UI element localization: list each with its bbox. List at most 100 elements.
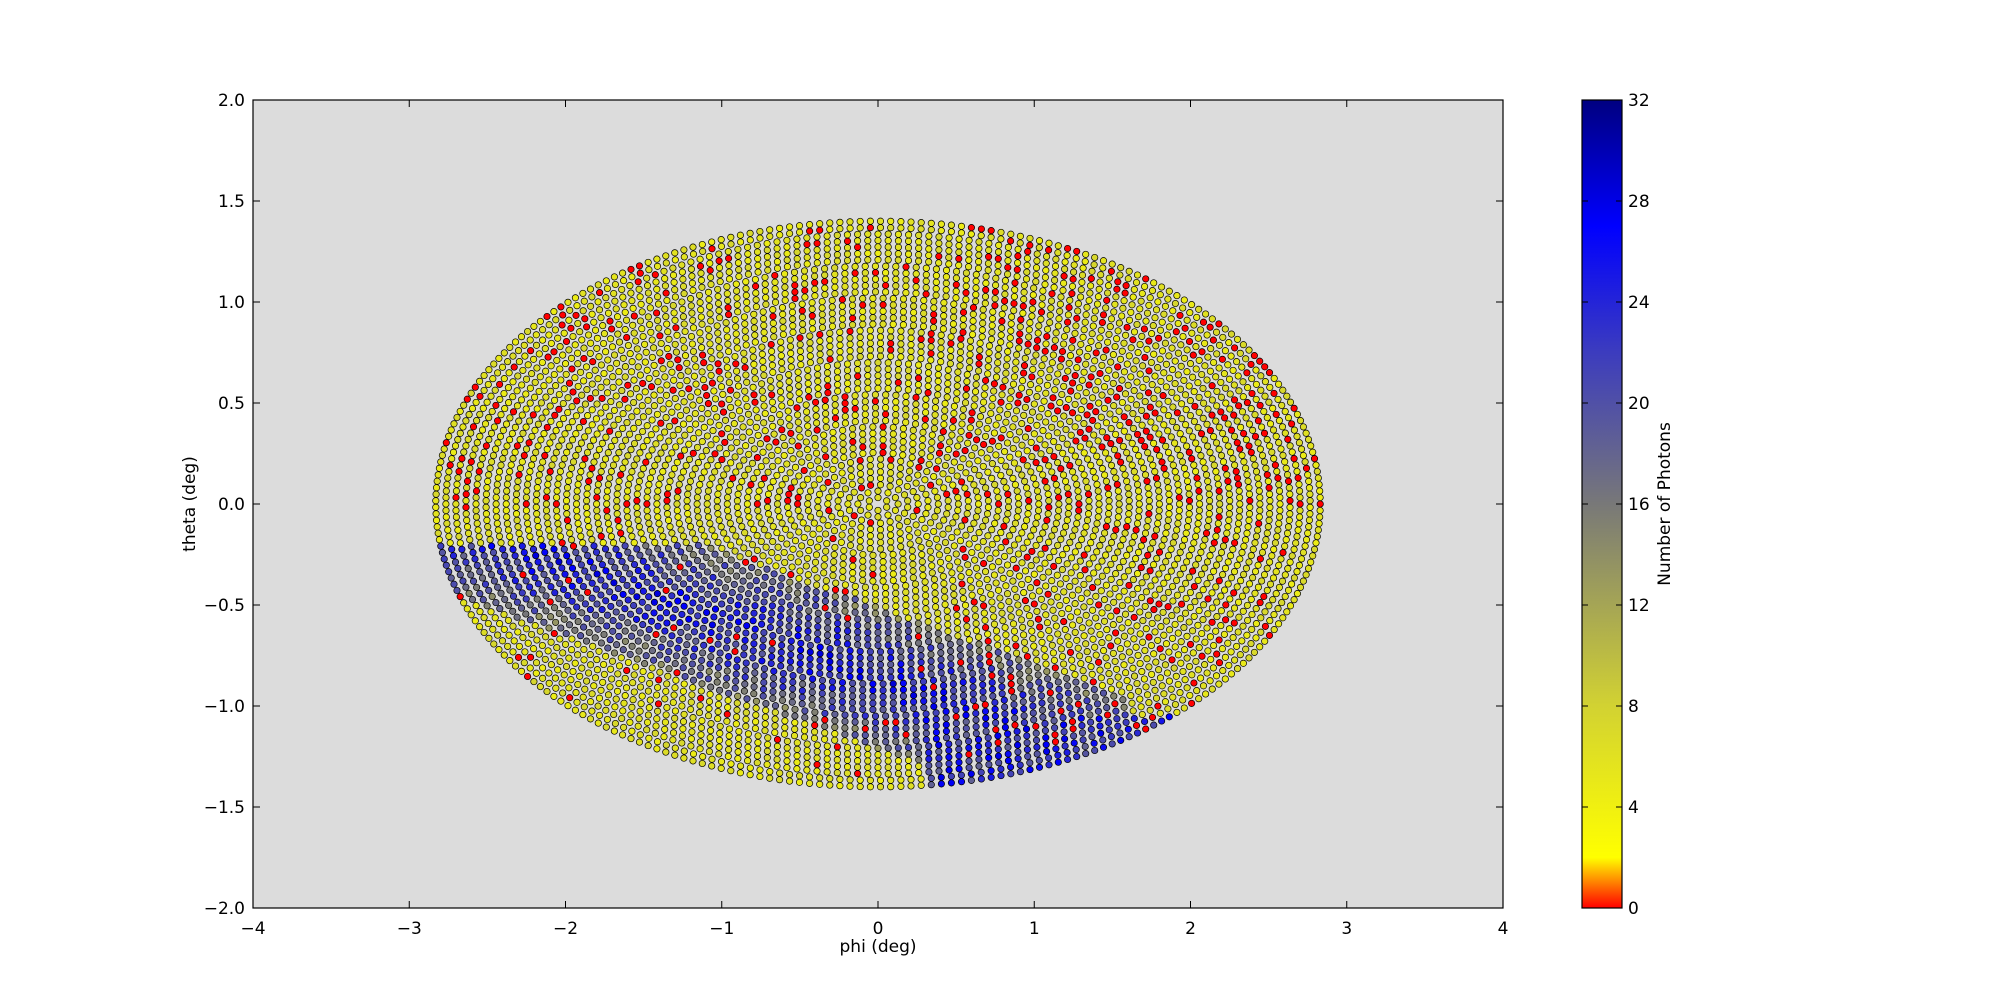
scatter-point xyxy=(680,290,688,298)
scatter-point xyxy=(664,455,672,463)
scatter-point xyxy=(679,305,687,313)
scatter-point xyxy=(593,400,601,408)
scatter-point xyxy=(634,637,642,645)
scatter-point xyxy=(999,574,1007,582)
scatter-point xyxy=(573,506,581,515)
scatter-point xyxy=(1025,612,1033,620)
scatter-point xyxy=(705,295,713,303)
scatter-point xyxy=(980,602,988,610)
scatter-point xyxy=(814,543,822,551)
scatter-point xyxy=(484,523,492,531)
scatter-point xyxy=(671,286,679,294)
scatter-point xyxy=(730,420,738,428)
scatter-point xyxy=(713,413,721,421)
scatter-point xyxy=(621,542,629,550)
scatter-point xyxy=(742,371,750,379)
scatter-point xyxy=(497,539,505,547)
scatter-point xyxy=(871,410,880,418)
scatter-point xyxy=(653,309,661,317)
scatter-point xyxy=(1092,651,1100,659)
scatter-point xyxy=(1105,634,1113,642)
scatter-point xyxy=(1274,474,1282,482)
scatter-point xyxy=(943,386,952,394)
scatter-point xyxy=(679,275,687,283)
scatter-point xyxy=(866,661,874,669)
scatter-point xyxy=(788,698,796,706)
scatter-point xyxy=(1133,320,1141,329)
scatter-point xyxy=(864,615,872,624)
scatter-point xyxy=(602,403,610,411)
scatter-point xyxy=(921,476,929,484)
scatter-point xyxy=(887,352,895,360)
scatter-point xyxy=(1230,604,1239,612)
scatter-point xyxy=(674,356,682,364)
scatter-point xyxy=(1134,585,1142,593)
scatter-point xyxy=(696,671,704,679)
scatter-point xyxy=(914,471,922,479)
scatter-point xyxy=(1015,428,1023,436)
scatter-point xyxy=(779,566,787,574)
scatter-point xyxy=(822,416,830,424)
scatter-point xyxy=(874,635,882,643)
scatter-point xyxy=(472,513,481,521)
scatter-point xyxy=(726,433,735,441)
scatter-point xyxy=(1017,316,1025,324)
scatter-point xyxy=(1058,652,1067,661)
scatter-point xyxy=(639,535,647,544)
scatter-point xyxy=(794,411,802,419)
scatter-point xyxy=(984,637,992,645)
scatter-point xyxy=(509,607,517,615)
scatter-point xyxy=(1189,649,1197,657)
scatter-point xyxy=(769,594,777,602)
scatter-point xyxy=(821,278,829,286)
scatter-point xyxy=(565,379,574,387)
scatter-point xyxy=(657,581,665,589)
scatter-point xyxy=(639,621,647,629)
scatter-point xyxy=(849,321,857,329)
scatter-point xyxy=(992,579,1000,587)
scatter-point xyxy=(768,646,776,654)
scatter-point xyxy=(942,266,951,274)
scatter-point xyxy=(794,494,802,502)
scatter-point xyxy=(733,503,741,511)
scatter-point xyxy=(587,339,595,347)
scatter-point xyxy=(1247,448,1255,456)
scatter-point xyxy=(1075,542,1083,550)
scatter-point xyxy=(859,307,867,315)
scatter-point xyxy=(663,381,671,389)
scatter-point xyxy=(1054,322,1062,330)
scatter-point xyxy=(1178,585,1186,593)
scatter-point xyxy=(828,322,837,330)
scatter-point xyxy=(871,269,880,277)
scatter-point xyxy=(779,676,787,684)
scatter-point xyxy=(552,500,560,508)
scatter-point xyxy=(804,429,812,437)
scatter-point xyxy=(759,692,767,700)
scatter-point xyxy=(1155,513,1163,521)
scatter-point xyxy=(615,523,623,531)
scatter-point xyxy=(1208,618,1216,626)
scatter-point xyxy=(899,301,908,309)
scatter-point xyxy=(801,280,809,288)
scatter-point xyxy=(1240,570,1248,579)
scatter-point xyxy=(1013,266,1021,274)
scatter-point xyxy=(1249,545,1257,553)
scatter-point xyxy=(718,600,726,608)
scatter-point xyxy=(816,350,824,358)
scatter-point xyxy=(796,666,804,674)
scatter-point xyxy=(1192,532,1200,541)
scatter-point xyxy=(647,383,656,391)
scatter-point xyxy=(803,746,811,755)
scatter-point xyxy=(941,600,949,609)
scatter-point xyxy=(717,383,726,391)
scatter-point xyxy=(818,297,826,306)
scatter-point xyxy=(781,558,789,567)
scatter-point xyxy=(682,461,690,470)
scatter-point xyxy=(1167,545,1175,553)
scatter-point xyxy=(1018,420,1026,428)
scatter-point xyxy=(499,545,507,553)
scatter-point xyxy=(971,388,980,396)
scatter-point xyxy=(504,474,512,482)
scatter-point xyxy=(851,582,859,590)
scatter-point xyxy=(1083,303,1091,311)
